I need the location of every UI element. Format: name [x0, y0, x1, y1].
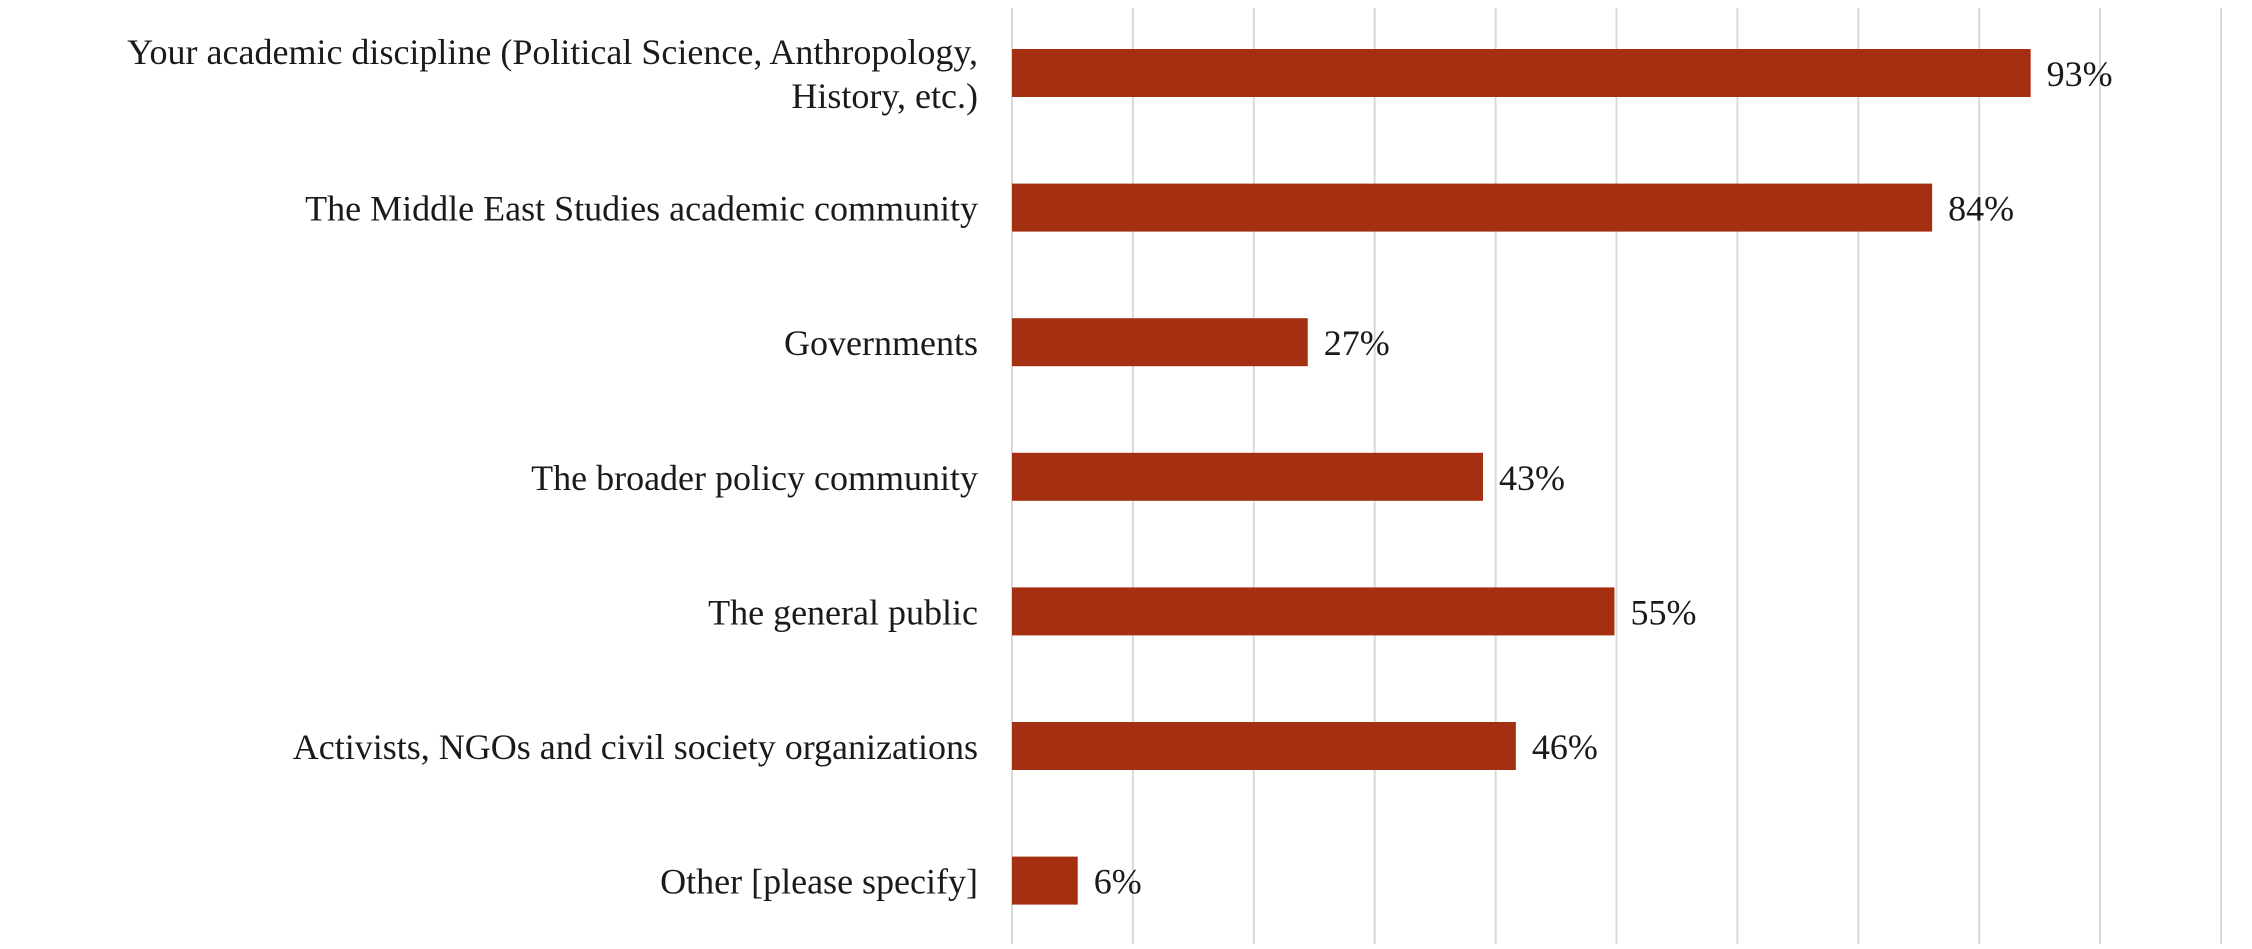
category-label: Governments: [784, 323, 978, 363]
category-label-line: Activists, NGOs and civil society organi…: [293, 727, 978, 767]
value-label: 84%: [1948, 189, 2014, 229]
value-labels: 93% 84% 27% 43% 55% 46% 6%: [1094, 54, 2113, 902]
bar: [1012, 49, 2031, 97]
category-label: The Middle East Studies academic communi…: [305, 189, 978, 229]
bar: [1012, 722, 1516, 770]
bar: [1012, 587, 1615, 636]
category-label: The broader policy community: [531, 458, 978, 498]
category-label-line: The general public: [708, 592, 978, 632]
value-label: 93%: [2047, 54, 2113, 94]
category-label-line: Governments: [784, 323, 978, 363]
category-label-line: Your academic discipline (Political Scie…: [127, 32, 978, 72]
bars: [1012, 49, 2031, 905]
gridlines: [1011, 8, 2222, 944]
category-label-line: The Middle East Studies academic communi…: [305, 189, 978, 229]
value-label: 43%: [1499, 458, 1565, 498]
category-labels: Your academic discipline (Political Scie…: [127, 32, 978, 902]
category-label: Activists, NGOs and civil society organi…: [293, 727, 978, 767]
bar: [1012, 452, 1484, 501]
category-label-line: History, etc.): [791, 76, 978, 116]
value-label: 27%: [1324, 323, 1390, 363]
category-label-line: Other [please specify]: [660, 862, 978, 902]
bar: [1012, 183, 1933, 232]
category-label: Your academic discipline (Political Scie…: [127, 32, 978, 116]
category-label: Other [please specify]: [660, 862, 978, 902]
bar: [1012, 318, 1308, 367]
value-label: 46%: [1532, 727, 1598, 767]
category-label: The general public: [708, 592, 978, 632]
category-label-line: The broader policy community: [531, 458, 978, 498]
value-label: 6%: [1094, 862, 1142, 902]
value-label: 55%: [1630, 592, 1696, 632]
bar: [1012, 856, 1078, 905]
